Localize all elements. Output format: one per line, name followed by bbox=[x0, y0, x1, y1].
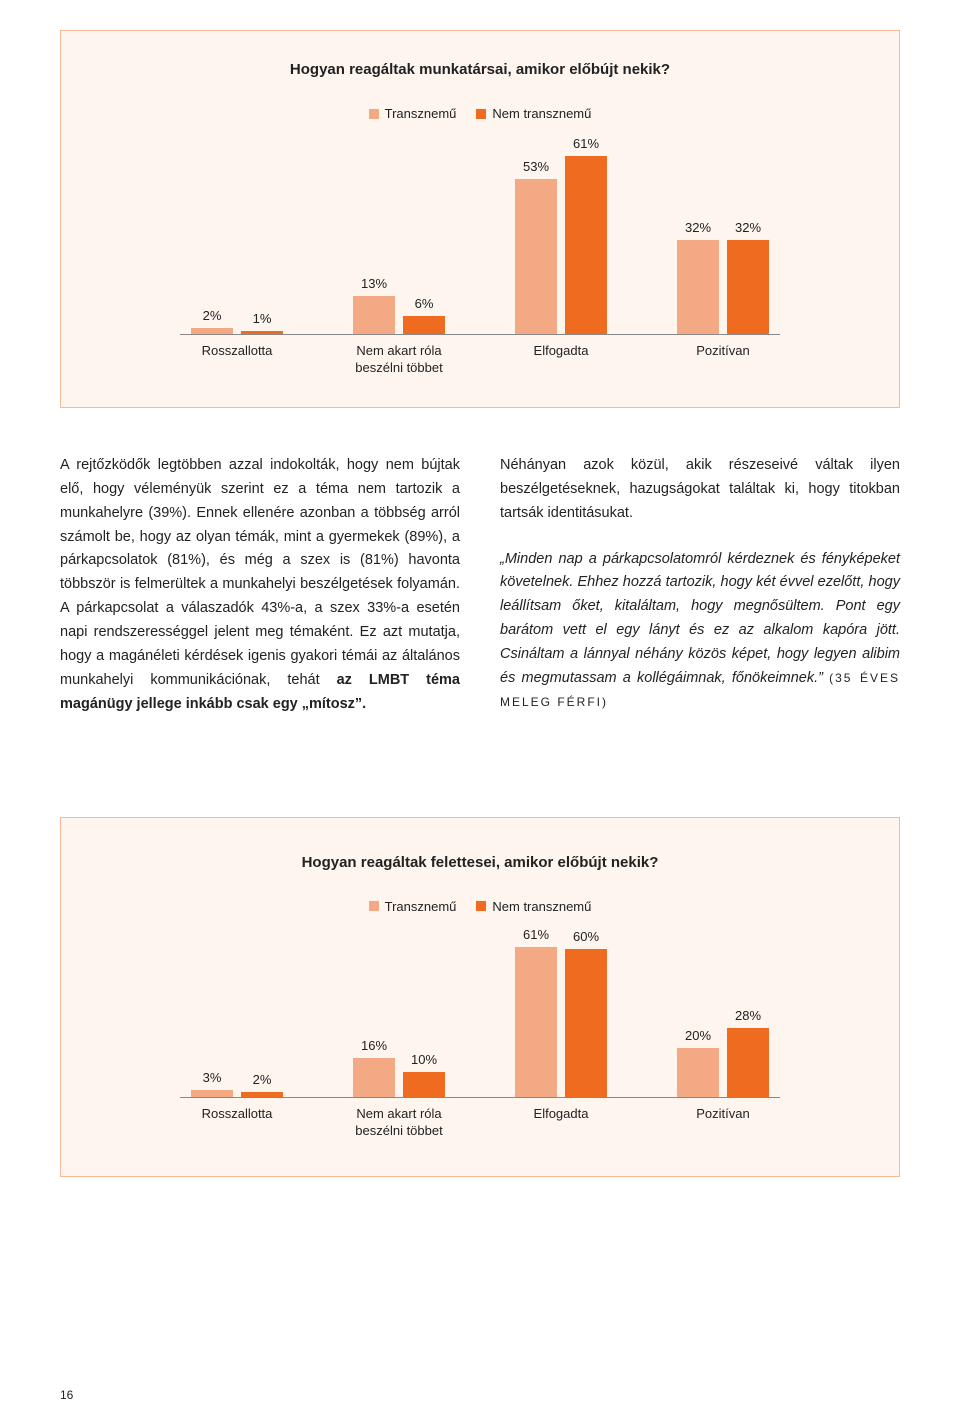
x-axis-label: Nem akart róla beszélni többet bbox=[353, 1106, 445, 1140]
x-axis-label: Pozitívan bbox=[677, 1106, 769, 1140]
chart1-title: Hogyan reagáltak munkatársai, amikor elő… bbox=[101, 61, 859, 78]
bar-value-label: 13% bbox=[353, 276, 395, 291]
bar: 28% bbox=[727, 1028, 769, 1097]
bar: 16% bbox=[353, 1058, 395, 1097]
bar-value-label: 61% bbox=[515, 927, 557, 942]
chart2-title: Hogyan reagáltak felettesei, amikor előb… bbox=[101, 854, 859, 871]
bar-value-label: 60% bbox=[565, 929, 607, 944]
x-axis-label: Elfogadta bbox=[515, 1106, 607, 1140]
body-right-p1: Néhányan azok közül, akik részeseivé vál… bbox=[500, 454, 900, 526]
bar-value-label: 6% bbox=[403, 296, 445, 311]
bar-group: 16% 10% bbox=[353, 1058, 445, 1097]
bar: 61% bbox=[515, 947, 557, 1097]
legend-label: Transznemű bbox=[385, 106, 457, 121]
x-axis-label: Elfogadta bbox=[515, 343, 607, 377]
bar-value-label: 10% bbox=[403, 1052, 445, 1067]
bar: 10% bbox=[403, 1072, 445, 1097]
chart1-box: Hogyan reagáltak munkatársai, amikor elő… bbox=[60, 30, 900, 408]
bar-value-label: 3% bbox=[191, 1070, 233, 1085]
swatch-series2 bbox=[476, 901, 486, 911]
chart2-xlabels: Rosszallotta Nem akart róla beszélni több… bbox=[180, 1106, 780, 1140]
bar-group: 32%32% bbox=[677, 240, 769, 334]
swatch-series1 bbox=[369, 901, 379, 911]
bar-value-label: 2% bbox=[241, 1072, 283, 1087]
body-right: Néhányan azok közül, akik részeseivé vál… bbox=[500, 454, 900, 717]
legend-item: Transznemű bbox=[369, 106, 457, 121]
swatch-series1 bbox=[369, 109, 379, 119]
x-axis-label: Rosszallotta bbox=[191, 343, 283, 377]
bar-value-label: 20% bbox=[677, 1028, 719, 1043]
bar-value-label: 16% bbox=[353, 1038, 395, 1053]
swatch-series2 bbox=[476, 109, 486, 119]
bar-group: 13% 6% bbox=[353, 296, 445, 334]
bar: 20% bbox=[677, 1048, 719, 1097]
legend-item: Transznemű bbox=[369, 899, 457, 914]
bar-value-label: 1% bbox=[241, 311, 283, 326]
chart2-wrap: Hogyan reagáltak felettesei, amikor előb… bbox=[60, 817, 900, 1177]
chart2-bars: 3%2%16%10%61%60%20%28% bbox=[180, 928, 780, 1098]
bar: 2% bbox=[241, 1092, 283, 1097]
bar-group: 61%60% bbox=[515, 947, 607, 1097]
bar: 61% bbox=[565, 156, 607, 334]
bar-value-label: 28% bbox=[727, 1008, 769, 1023]
legend-label: Nem transznemű bbox=[492, 899, 591, 914]
legend-label: Nem transznemű bbox=[492, 106, 591, 121]
bar: 60% bbox=[565, 949, 607, 1097]
legend-item: Nem transznemű bbox=[476, 106, 591, 121]
body-columns: A rejtőzködők legtöbben azzal indokolták… bbox=[60, 454, 900, 717]
bar-value-label: 61% bbox=[565, 136, 607, 151]
chart1-bars: 2%1%13%6%53%61%32%32% bbox=[180, 135, 780, 335]
page-number: 16 bbox=[60, 1388, 73, 1402]
chart2-box: Hogyan reagáltak felettesei, amikor előb… bbox=[60, 817, 900, 1177]
bar: 32% bbox=[677, 240, 719, 334]
bar: 3% bbox=[191, 1090, 233, 1097]
body-left: A rejtőzködők legtöbben azzal indokolták… bbox=[60, 454, 460, 717]
bar-value-label: 32% bbox=[677, 220, 719, 235]
bar-group: 3% 2% bbox=[191, 1090, 283, 1097]
bar-value-label: 53% bbox=[515, 159, 557, 174]
bar-value-label: 2% bbox=[191, 308, 233, 323]
chart1-legend: Transznemű Nem transznemű bbox=[101, 106, 859, 121]
bar: 6% bbox=[403, 316, 445, 334]
x-axis-label: Nem akart róla beszélni többet bbox=[353, 343, 445, 377]
x-axis-label: Pozitívan bbox=[677, 343, 769, 377]
legend-item: Nem transznemű bbox=[476, 899, 591, 914]
chart2-legend: Transznemű Nem transznemű bbox=[101, 899, 859, 914]
bar: 32% bbox=[727, 240, 769, 334]
bar-group: 2% 1% bbox=[191, 328, 283, 334]
bar-group: 53%61% bbox=[515, 156, 607, 334]
bar-value-label: 32% bbox=[727, 220, 769, 235]
chart1-xlabels: Rosszallotta Nem akart róla beszélni több… bbox=[180, 343, 780, 377]
bar: 13% bbox=[353, 296, 395, 334]
legend-label: Transznemű bbox=[385, 899, 457, 914]
bar-group: 20%28% bbox=[677, 1028, 769, 1097]
body-left-text: A rejtőzködők legtöbben azzal indokolták… bbox=[60, 457, 460, 688]
bar: 2% bbox=[191, 328, 233, 334]
x-axis-label: Rosszallotta bbox=[191, 1106, 283, 1140]
bar: 1% bbox=[241, 331, 283, 334]
body-right-quote: „Minden nap a párkapcsolatomról kérdezne… bbox=[500, 551, 900, 687]
bar: 53% bbox=[515, 179, 557, 334]
